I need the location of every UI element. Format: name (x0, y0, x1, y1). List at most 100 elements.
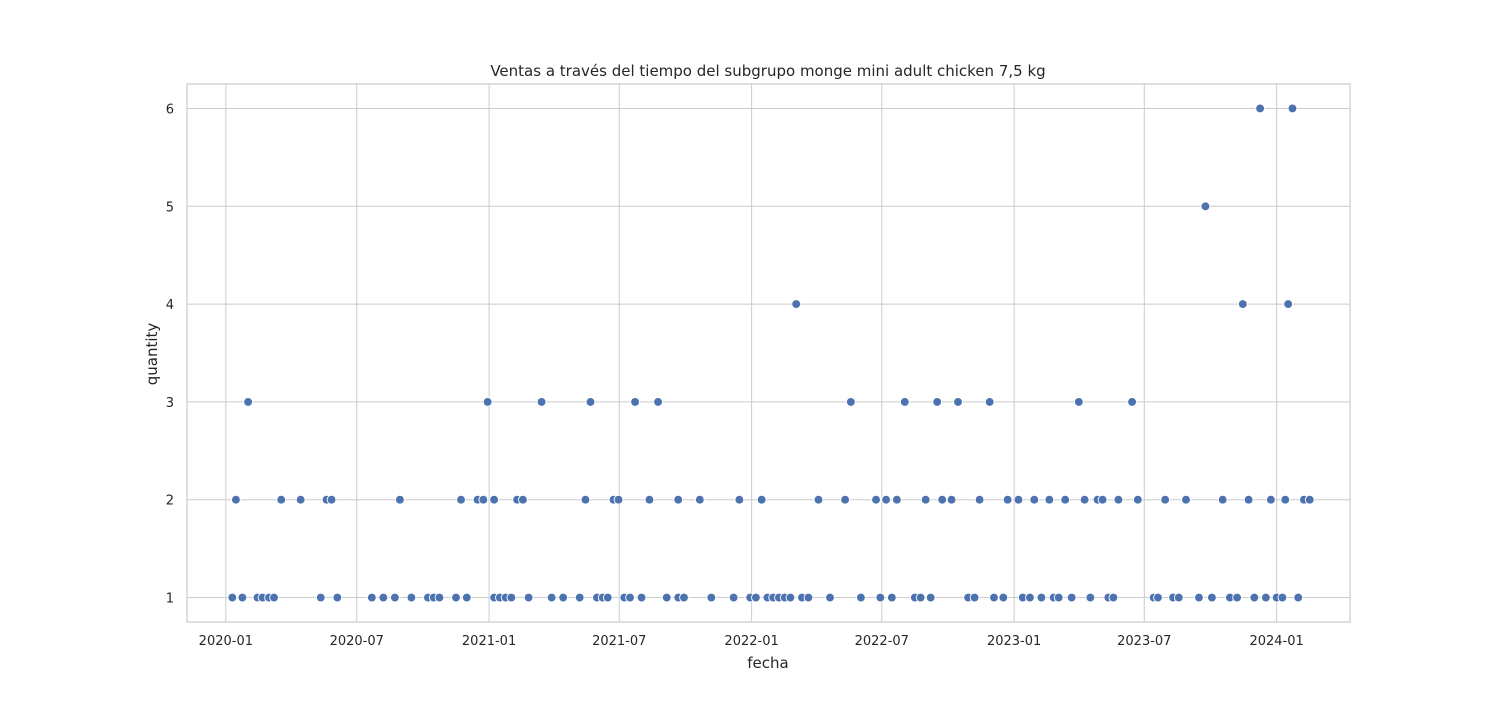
data-point (1277, 592, 1288, 603)
data-point (974, 494, 985, 505)
y-tick-label: 2 (166, 494, 174, 509)
data-point (451, 592, 461, 603)
data-point (1066, 592, 1077, 603)
data-point (840, 494, 850, 505)
x-axis-label: fecha (747, 654, 788, 672)
data-point (1280, 494, 1291, 505)
data-point (937, 494, 948, 505)
data-point (546, 592, 557, 603)
y-tick-label: 1 (166, 592, 174, 607)
data-point (1060, 494, 1071, 505)
data-point (1160, 494, 1171, 505)
data-point (1044, 494, 1055, 505)
chart-title: Ventas a través del tiempo del subgrupo … (490, 62, 1045, 80)
data-point (728, 592, 739, 603)
data-point (574, 592, 585, 603)
data-point (1002, 494, 1013, 505)
data-point (644, 494, 655, 505)
data-point (791, 299, 802, 309)
data-point (1207, 592, 1217, 603)
data-point (1283, 299, 1293, 309)
data-point (1304, 494, 1315, 505)
data-point (1217, 494, 1228, 505)
data-point (1097, 494, 1108, 505)
plot-frame (186, 83, 1351, 623)
data-point (1255, 103, 1265, 114)
data-point (1029, 494, 1040, 505)
data-point (390, 592, 400, 603)
data-point (825, 592, 835, 603)
data-point (536, 397, 547, 407)
data-point (925, 592, 936, 603)
y-tick-label: 3 (166, 396, 174, 411)
data-point (679, 592, 689, 603)
data-point (915, 592, 926, 603)
data-point (1237, 299, 1248, 309)
data-point (1287, 103, 1298, 114)
data-point (1013, 494, 1024, 505)
y-tick-label: 6 (166, 102, 174, 117)
data-point (482, 397, 493, 407)
data-point (625, 592, 635, 603)
data-point (1108, 592, 1119, 603)
data-points (227, 103, 1315, 603)
data-point (295, 494, 306, 505)
data-point (613, 494, 624, 505)
data-point (946, 494, 957, 505)
data-point (558, 592, 569, 603)
data-point (1293, 592, 1304, 603)
data-point (1132, 494, 1143, 505)
data-point (585, 397, 596, 407)
data-point (1153, 592, 1163, 603)
data-point (489, 494, 499, 505)
data-point (378, 592, 389, 603)
data-point (785, 592, 796, 603)
data-point (461, 592, 472, 603)
data-point (395, 494, 405, 505)
data-point (661, 592, 672, 603)
data-point (969, 592, 980, 603)
y-tick-label: 4 (166, 298, 174, 313)
data-point (1079, 494, 1090, 505)
data-point (751, 592, 761, 603)
data-point (237, 592, 248, 603)
data-point (506, 592, 517, 603)
data-point (1085, 592, 1096, 603)
data-point (227, 592, 238, 603)
data-point (602, 592, 613, 603)
data-point (315, 592, 326, 603)
data-point (636, 592, 647, 603)
data-point (1200, 201, 1211, 212)
x-tick-label: 2021-07 (592, 634, 646, 649)
data-point (523, 592, 534, 603)
data-point (1036, 592, 1047, 603)
data-point (1232, 592, 1242, 603)
data-point (1073, 397, 1084, 407)
data-point (803, 592, 814, 603)
data-point (998, 592, 1009, 603)
data-point (856, 592, 866, 603)
data-point (478, 494, 489, 505)
data-point (630, 397, 640, 407)
data-point (694, 494, 705, 505)
data-point (899, 397, 910, 407)
data-point (984, 397, 995, 407)
data-point (706, 592, 717, 603)
data-point (734, 494, 745, 505)
data-point (920, 494, 931, 505)
data-point (1053, 592, 1064, 603)
x-tick-label: 2022-07 (855, 634, 909, 649)
data-point (518, 494, 528, 505)
data-point (269, 592, 279, 603)
data-point (1194, 592, 1204, 603)
data-point (406, 592, 417, 603)
x-tick-label: 2024-01 (1249, 634, 1303, 649)
data-point (881, 494, 891, 505)
data-point (932, 397, 943, 407)
data-point (875, 592, 886, 603)
data-point (1113, 494, 1124, 505)
data-point (989, 592, 999, 603)
x-tick-label: 2020-07 (330, 634, 384, 649)
